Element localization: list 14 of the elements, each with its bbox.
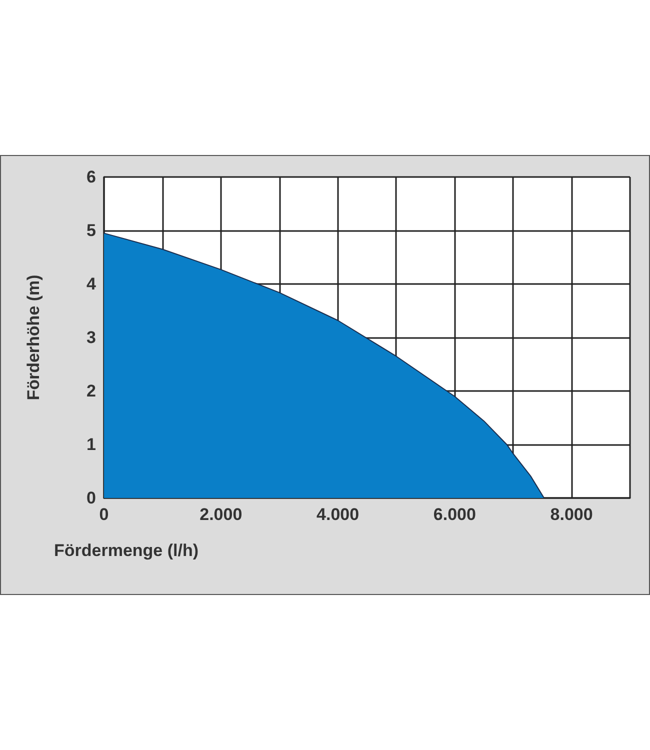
x-tick-label: 8.000 (550, 505, 593, 524)
y-tick-label: 1 (86, 435, 96, 454)
x-tick-label: 2.000 (200, 505, 242, 524)
y-tick-label: 0 (86, 488, 96, 508)
y-tick-label: 6 (86, 168, 96, 186)
y-tick-label: 4 (86, 274, 97, 294)
y-tick-label: 2 (86, 382, 96, 400)
y-axis-title: Förderhöhe (m) (24, 274, 43, 400)
x-axis-title: Fördermenge (l/h) (54, 541, 199, 560)
x-tick-label: 6.000 (433, 505, 476, 524)
y-tick-label: 5 (86, 221, 96, 240)
x-tick-label: 4.000 (316, 505, 360, 524)
x-tick-label: 0 (99, 505, 109, 524)
y-tick-label: 3 (86, 328, 96, 347)
